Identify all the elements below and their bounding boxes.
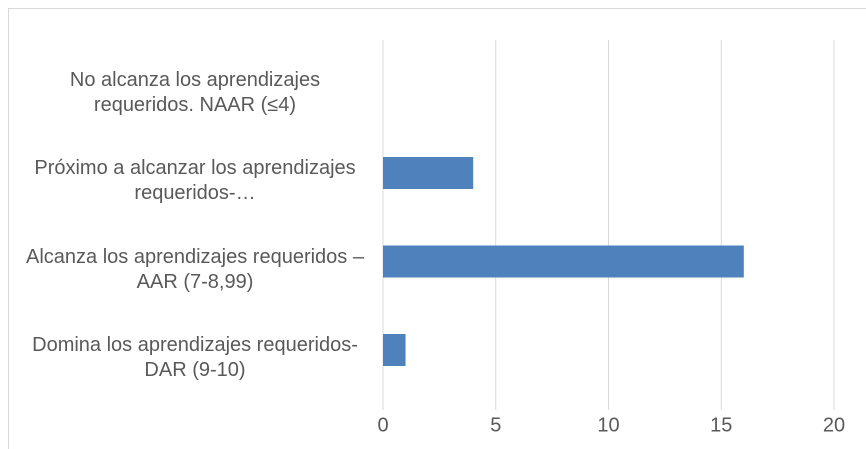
x-tick-label: 15 <box>710 414 732 436</box>
chart-border <box>8 8 866 449</box>
category-label: Alcanza los aprendizajes requeridos – AA… <box>26 245 364 293</box>
category-label: Próximo a alcanzar los aprendizajes requ… <box>34 157 356 204</box>
category-label: No alcanza los aprendizajes requeridos. … <box>69 68 321 116</box>
x-tick-label: 20 <box>823 414 845 436</box>
bar <box>383 245 744 278</box>
bar <box>383 157 474 189</box>
x-tick-label: 10 <box>597 414 619 436</box>
category-label: Domina los aprendizajes requeridos- DAR … <box>32 334 358 381</box>
bar <box>383 334 406 366</box>
x-tick-label: 5 <box>490 414 501 436</box>
x-tick-label: 0 <box>377 414 388 436</box>
